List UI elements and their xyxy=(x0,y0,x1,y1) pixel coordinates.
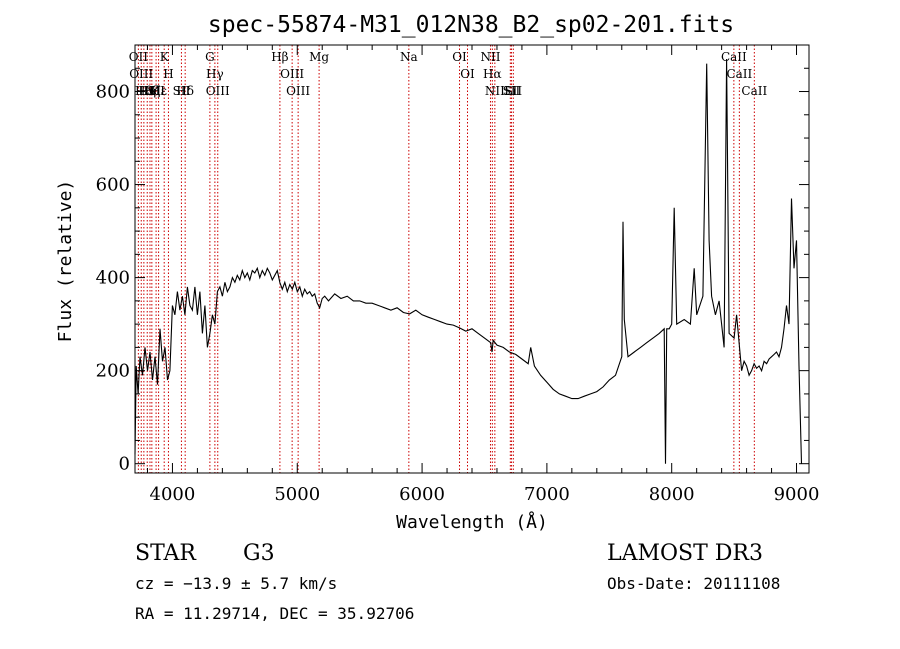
emission-line-label: Hη xyxy=(138,84,156,98)
emission-line-label: Hζ xyxy=(143,84,160,98)
emission-line-label: CaII xyxy=(721,50,747,64)
spectral-subclass: G3 xyxy=(243,541,275,566)
emission-line-label: OIII xyxy=(129,67,153,81)
emission-line-label: Hα xyxy=(483,67,502,81)
chart-title: spec-55874-M31_012N38_B2_sp02-201.fits xyxy=(208,12,734,38)
sky-coordinates: RA = 11.29714, DEC = 35.92706 xyxy=(135,604,414,623)
x-axis-label: Wavelength (Å) xyxy=(396,511,548,533)
plot-frame xyxy=(134,44,810,474)
emission-line-label: CaII xyxy=(726,67,752,81)
x-tick-label: 5000 xyxy=(274,484,320,505)
emission-line-label: OIII xyxy=(280,67,304,81)
emission-line-label: NII xyxy=(485,84,505,98)
emission-line-label: SII xyxy=(504,84,522,98)
emission-line-label: G xyxy=(205,50,215,64)
spectrum-line xyxy=(134,58,803,464)
y-axis-ticks: 0 200 400 600 800 xyxy=(96,44,809,475)
emission-line-label: CaII xyxy=(741,84,767,98)
y-axis-label: Flux (relative) xyxy=(55,180,76,343)
emission-line-label: HeI xyxy=(139,84,162,98)
emission-line-label: Hγ xyxy=(206,67,224,81)
emission-line-label: OIII xyxy=(206,84,230,98)
radial-velocity: cz = −13.9 ± 5.7 km/s xyxy=(135,574,337,593)
x-axis-ticks: 4000 5000 6000 7000 8000 9000 xyxy=(146,45,820,505)
emission-line-label: Hβ xyxy=(271,50,288,64)
emission-line-label: SII xyxy=(503,84,521,98)
emission-line-markers xyxy=(137,45,755,473)
y-tick-label: 0 xyxy=(119,454,130,475)
y-tick-label: 400 xyxy=(96,268,130,289)
emission-line-label: H xyxy=(163,67,173,81)
x-tick-label: 9000 xyxy=(774,484,820,505)
x-tick-label: 6000 xyxy=(399,484,445,505)
object-class: STAR xyxy=(135,541,197,566)
emission-line-label: Hθ xyxy=(135,84,153,98)
emission-line-label: Hε xyxy=(150,84,167,98)
y-tick-label: 600 xyxy=(96,175,130,196)
y-tick-label: 200 xyxy=(96,361,130,382)
emission-line-label: Li xyxy=(504,84,516,98)
emission-line-label: SII xyxy=(173,84,191,98)
x-tick-label: 7000 xyxy=(524,484,570,505)
emission-line-label: OI xyxy=(452,50,467,64)
emission-line-labels: OIIOIIIHθHηHeIHζSIIHεKHSIIHδGHγOIIIHβOII… xyxy=(129,50,768,98)
observation-date: Obs-Date: 20111108 xyxy=(607,574,780,593)
emission-line-label: Hδ xyxy=(176,84,194,98)
emission-line-label: Mg xyxy=(309,50,329,64)
x-tick-label: 8000 xyxy=(649,484,695,505)
x-tick-label: 4000 xyxy=(150,484,196,505)
y-tick-label: 800 xyxy=(96,82,130,103)
emission-line-label: OIII xyxy=(286,84,310,98)
emission-line-label: K xyxy=(160,50,170,64)
emission-line-label: OI xyxy=(460,67,475,81)
emission-line-label: SII xyxy=(147,84,165,98)
emission-line-label: NII xyxy=(480,50,500,64)
survey-name: LAMOST DR3 xyxy=(607,541,763,566)
emission-line-label: Na xyxy=(400,50,418,64)
emission-line-label: OII xyxy=(129,50,149,64)
